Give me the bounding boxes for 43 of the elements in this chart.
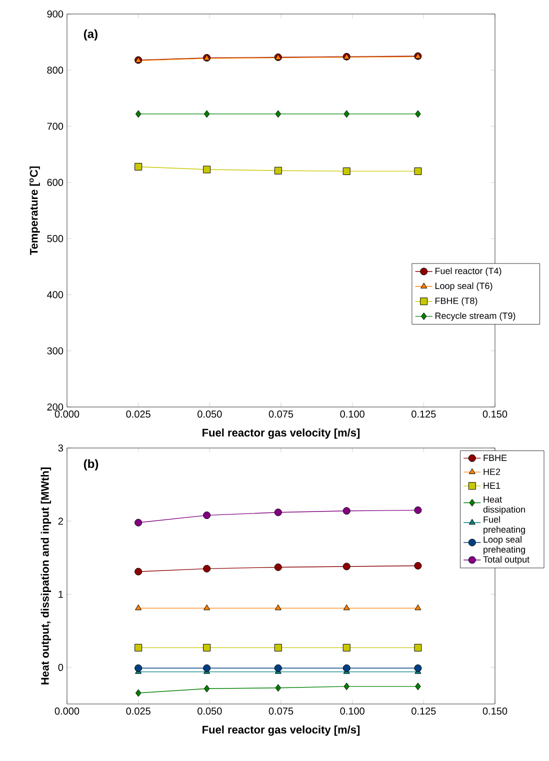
x-tick-label: 0.125 <box>412 708 436 715</box>
x-tick-label: 0.075 <box>268 708 294 715</box>
legend-label: Fuel reactor (T4) <box>435 267 502 276</box>
y-tick-label: 300 <box>47 347 64 354</box>
y-tick-label: 0 <box>58 664 64 671</box>
x-tick-label: 0.125 <box>412 410 436 418</box>
annotation: (b) <box>84 459 98 470</box>
legend-label: FBHE <box>484 454 507 461</box>
y-axis-title: Heat output, dissipation and input [MWth] <box>40 468 52 684</box>
annotation: (a) <box>84 29 98 41</box>
legend-label: Heat dissipation <box>483 496 525 514</box>
legend-label: FBHE (T8) <box>435 297 478 306</box>
x-tick-label: 0.050 <box>198 708 222 715</box>
y-tick-label: 600 <box>47 178 64 186</box>
y-tick-label: 200 <box>47 403 64 411</box>
y-tick-label: 400 <box>47 291 64 298</box>
y-tick-label: 700 <box>47 122 64 130</box>
x-tick-label: 0.000 <box>54 410 80 418</box>
legend-label: Loop seal preheating <box>484 536 525 554</box>
legend-label: Total output <box>483 556 530 564</box>
x-tick-label: 0.025 <box>126 708 150 715</box>
x-tick-label: 0.000 <box>54 708 80 715</box>
y-tick-label: 2 <box>58 518 63 525</box>
x-tick-label: 0.150 <box>482 708 508 715</box>
y-tick-label: 800 <box>47 66 64 74</box>
x-tick-label: 0.050 <box>198 410 222 418</box>
x-tick-label: 0.025 <box>126 410 150 418</box>
legend-label: Loop seal (T6) <box>435 282 492 291</box>
y-tick-label: 500 <box>47 235 64 242</box>
x-tick-label: 0.100 <box>340 708 364 715</box>
y-tick-label: 900 <box>47 10 64 18</box>
y-axis-title: Temperature [$^{o}$C] <box>30 166 40 256</box>
legend-label: HE2 <box>484 468 500 475</box>
x-axis-title: Fuel reactor gas velocity [m/s] <box>202 428 360 439</box>
x-tick-label: 0.150 <box>482 410 508 418</box>
y-tick-label: 3 <box>58 444 64 452</box>
y-tick-label: 1 <box>58 590 63 598</box>
legend-label: Recycle stream (T9) <box>435 312 516 321</box>
legend-label: Fuel preheating <box>484 516 525 535</box>
legend-label: HE1 <box>484 482 500 489</box>
x-tick-label: 0.075 <box>268 410 294 418</box>
x-tick-label: 0.100 <box>340 410 364 418</box>
x-axis-title: Fuel reactor gas velocity [m/s] <box>202 725 360 736</box>
